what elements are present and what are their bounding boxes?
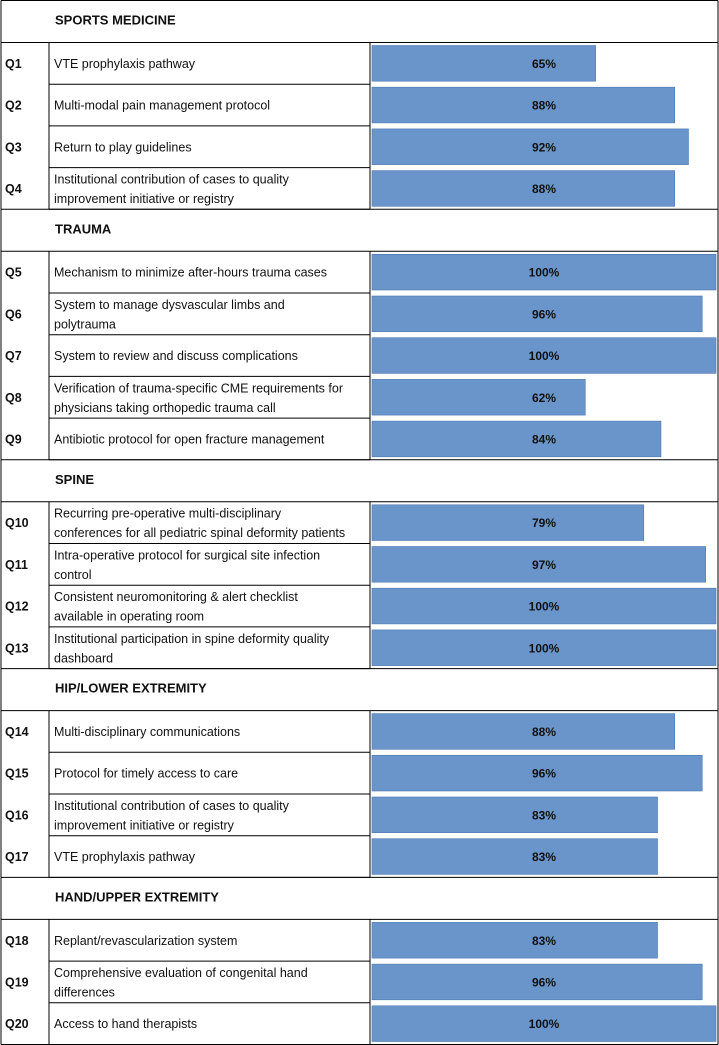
- question-text: VTE prophylaxis pathway: [54, 850, 196, 864]
- bar-value-label: 100%: [529, 349, 560, 363]
- question-id: Q12: [5, 600, 29, 614]
- bar-q19: [371, 963, 703, 1001]
- question-id: Q18: [5, 934, 29, 948]
- bar-q15: [371, 754, 703, 792]
- question-id: Q8: [5, 391, 22, 405]
- question-text-line: control: [54, 568, 92, 582]
- question-id: Q6: [5, 307, 22, 321]
- bar-value-label: 83%: [532, 934, 556, 948]
- bar-q14: [371, 713, 676, 750]
- question-id: Q11: [5, 558, 28, 572]
- question-id: Q14: [5, 725, 29, 739]
- question-text: Access to hand therapists: [54, 1017, 197, 1031]
- bar-value-label: 96%: [532, 767, 556, 781]
- question-text: Multi-modal pain management protocol: [54, 99, 270, 113]
- bar-q5: [371, 254, 717, 291]
- question-id: Q2: [5, 99, 22, 113]
- question-text: Return to play guidelines: [54, 140, 192, 154]
- question-id: Q10: [5, 516, 29, 530]
- bar-value-label: 92%: [532, 140, 556, 154]
- bar-q20: [371, 1005, 717, 1042]
- question-id: Q16: [5, 808, 29, 822]
- bar-value-label: 88%: [532, 182, 556, 196]
- question-id: Q17: [5, 850, 29, 864]
- bar-q1: [371, 45, 596, 82]
- question-id: Q5: [5, 266, 22, 280]
- bar-value-label: 83%: [532, 808, 556, 822]
- bar-q6: [371, 295, 703, 333]
- question-text-line: Institutional participation in spine def…: [54, 632, 330, 646]
- bar-q9: [371, 420, 662, 458]
- question-id: Q4: [5, 182, 22, 196]
- bar-q10: [371, 504, 645, 541]
- section-title: TRAUMA: [55, 221, 112, 236]
- question-id: Q1: [5, 57, 22, 71]
- bar-q11: [371, 546, 706, 583]
- bar-value-label: 100%: [529, 266, 560, 280]
- bar-value-label: 79%: [532, 516, 556, 530]
- question-text: VTE prophylaxis pathway: [54, 57, 196, 71]
- bar-q2: [371, 86, 676, 124]
- question-id: Q13: [5, 641, 29, 655]
- question-text: Multi-disciplinary communications: [54, 725, 240, 739]
- bar-value-label: 83%: [532, 850, 556, 864]
- question-id: Q20: [5, 1017, 29, 1031]
- question-text-line: conferences for all pediatric spinal def…: [54, 526, 345, 540]
- bar-q13: [371, 629, 717, 666]
- section-title: HIP/LOWER EXTREMITY: [55, 681, 207, 696]
- question-text: Protocol for timely access to care: [54, 767, 238, 781]
- bar-q8: [371, 379, 586, 416]
- bar-value-label: 84%: [532, 432, 556, 446]
- bar-value-label: 100%: [529, 1017, 560, 1031]
- question-text-line: Intra-operative protocol for surgical si…: [54, 548, 320, 562]
- question-text: System to review and discuss complicatio…: [54, 349, 298, 363]
- bar-value-label: 96%: [532, 307, 556, 321]
- question-text-line: Comprehensive evaluation of congenital h…: [54, 966, 308, 980]
- bar-q16: [371, 796, 658, 834]
- bar-value-label: 88%: [532, 99, 556, 113]
- section-title: SPORTS MEDICINE: [55, 13, 176, 28]
- section-title: HAND/UPPER EXTREMITY: [55, 889, 219, 904]
- bar-value-label: 100%: [529, 600, 560, 614]
- question-text-line: Verification of trauma-specific CME requ…: [54, 381, 343, 395]
- question-text-line: physicians taking orthopedic trauma call: [54, 401, 276, 415]
- question-text-line: System to manage dysvascular limbs and: [54, 298, 285, 312]
- section-title: SPINE: [55, 472, 94, 487]
- question-text: Mechanism to minimize after-hours trauma…: [54, 266, 327, 280]
- question-text-line: improvement initiative or registry: [54, 192, 235, 206]
- question-text-line: differences: [54, 985, 115, 999]
- question-id: Q7: [5, 349, 22, 363]
- bar-q4: [371, 170, 676, 207]
- question-id: Q15: [5, 767, 29, 781]
- bar-q3: [371, 128, 689, 165]
- question-text-line: Recurring pre-operative multi-disciplina…: [54, 507, 282, 521]
- bar-value-label: 62%: [532, 391, 556, 405]
- question-text-line: Institutional contribution of cases to q…: [54, 799, 290, 813]
- question-text-line: polytrauma: [54, 317, 116, 331]
- question-id: Q3: [5, 140, 22, 154]
- question-text-line: Institutional contribution of cases to q…: [54, 172, 290, 186]
- question-text-line: improvement initiative or registry: [54, 818, 235, 832]
- bar-q7: [371, 337, 717, 374]
- bar-value-label: 97%: [532, 558, 556, 572]
- bar-value-label: 88%: [532, 725, 556, 739]
- question-text: Antibiotic protocol for open fracture ma…: [54, 432, 325, 446]
- question-text-line: Consistent neuromonitoring & alert check…: [54, 590, 298, 604]
- question-text: Replant/revascularization system: [54, 934, 237, 948]
- question-text-line: available in operating room: [54, 610, 204, 624]
- question-text-line: dashboard: [54, 651, 113, 665]
- bar-value-label: 65%: [532, 57, 556, 71]
- bar-q12: [371, 587, 717, 625]
- question-id: Q9: [5, 432, 22, 446]
- question-id: Q19: [5, 975, 29, 989]
- bar-value-label: 96%: [532, 975, 556, 989]
- bar-q17: [371, 838, 658, 875]
- bar-value-label: 100%: [529, 641, 560, 655]
- bar-q18: [371, 922, 658, 959]
